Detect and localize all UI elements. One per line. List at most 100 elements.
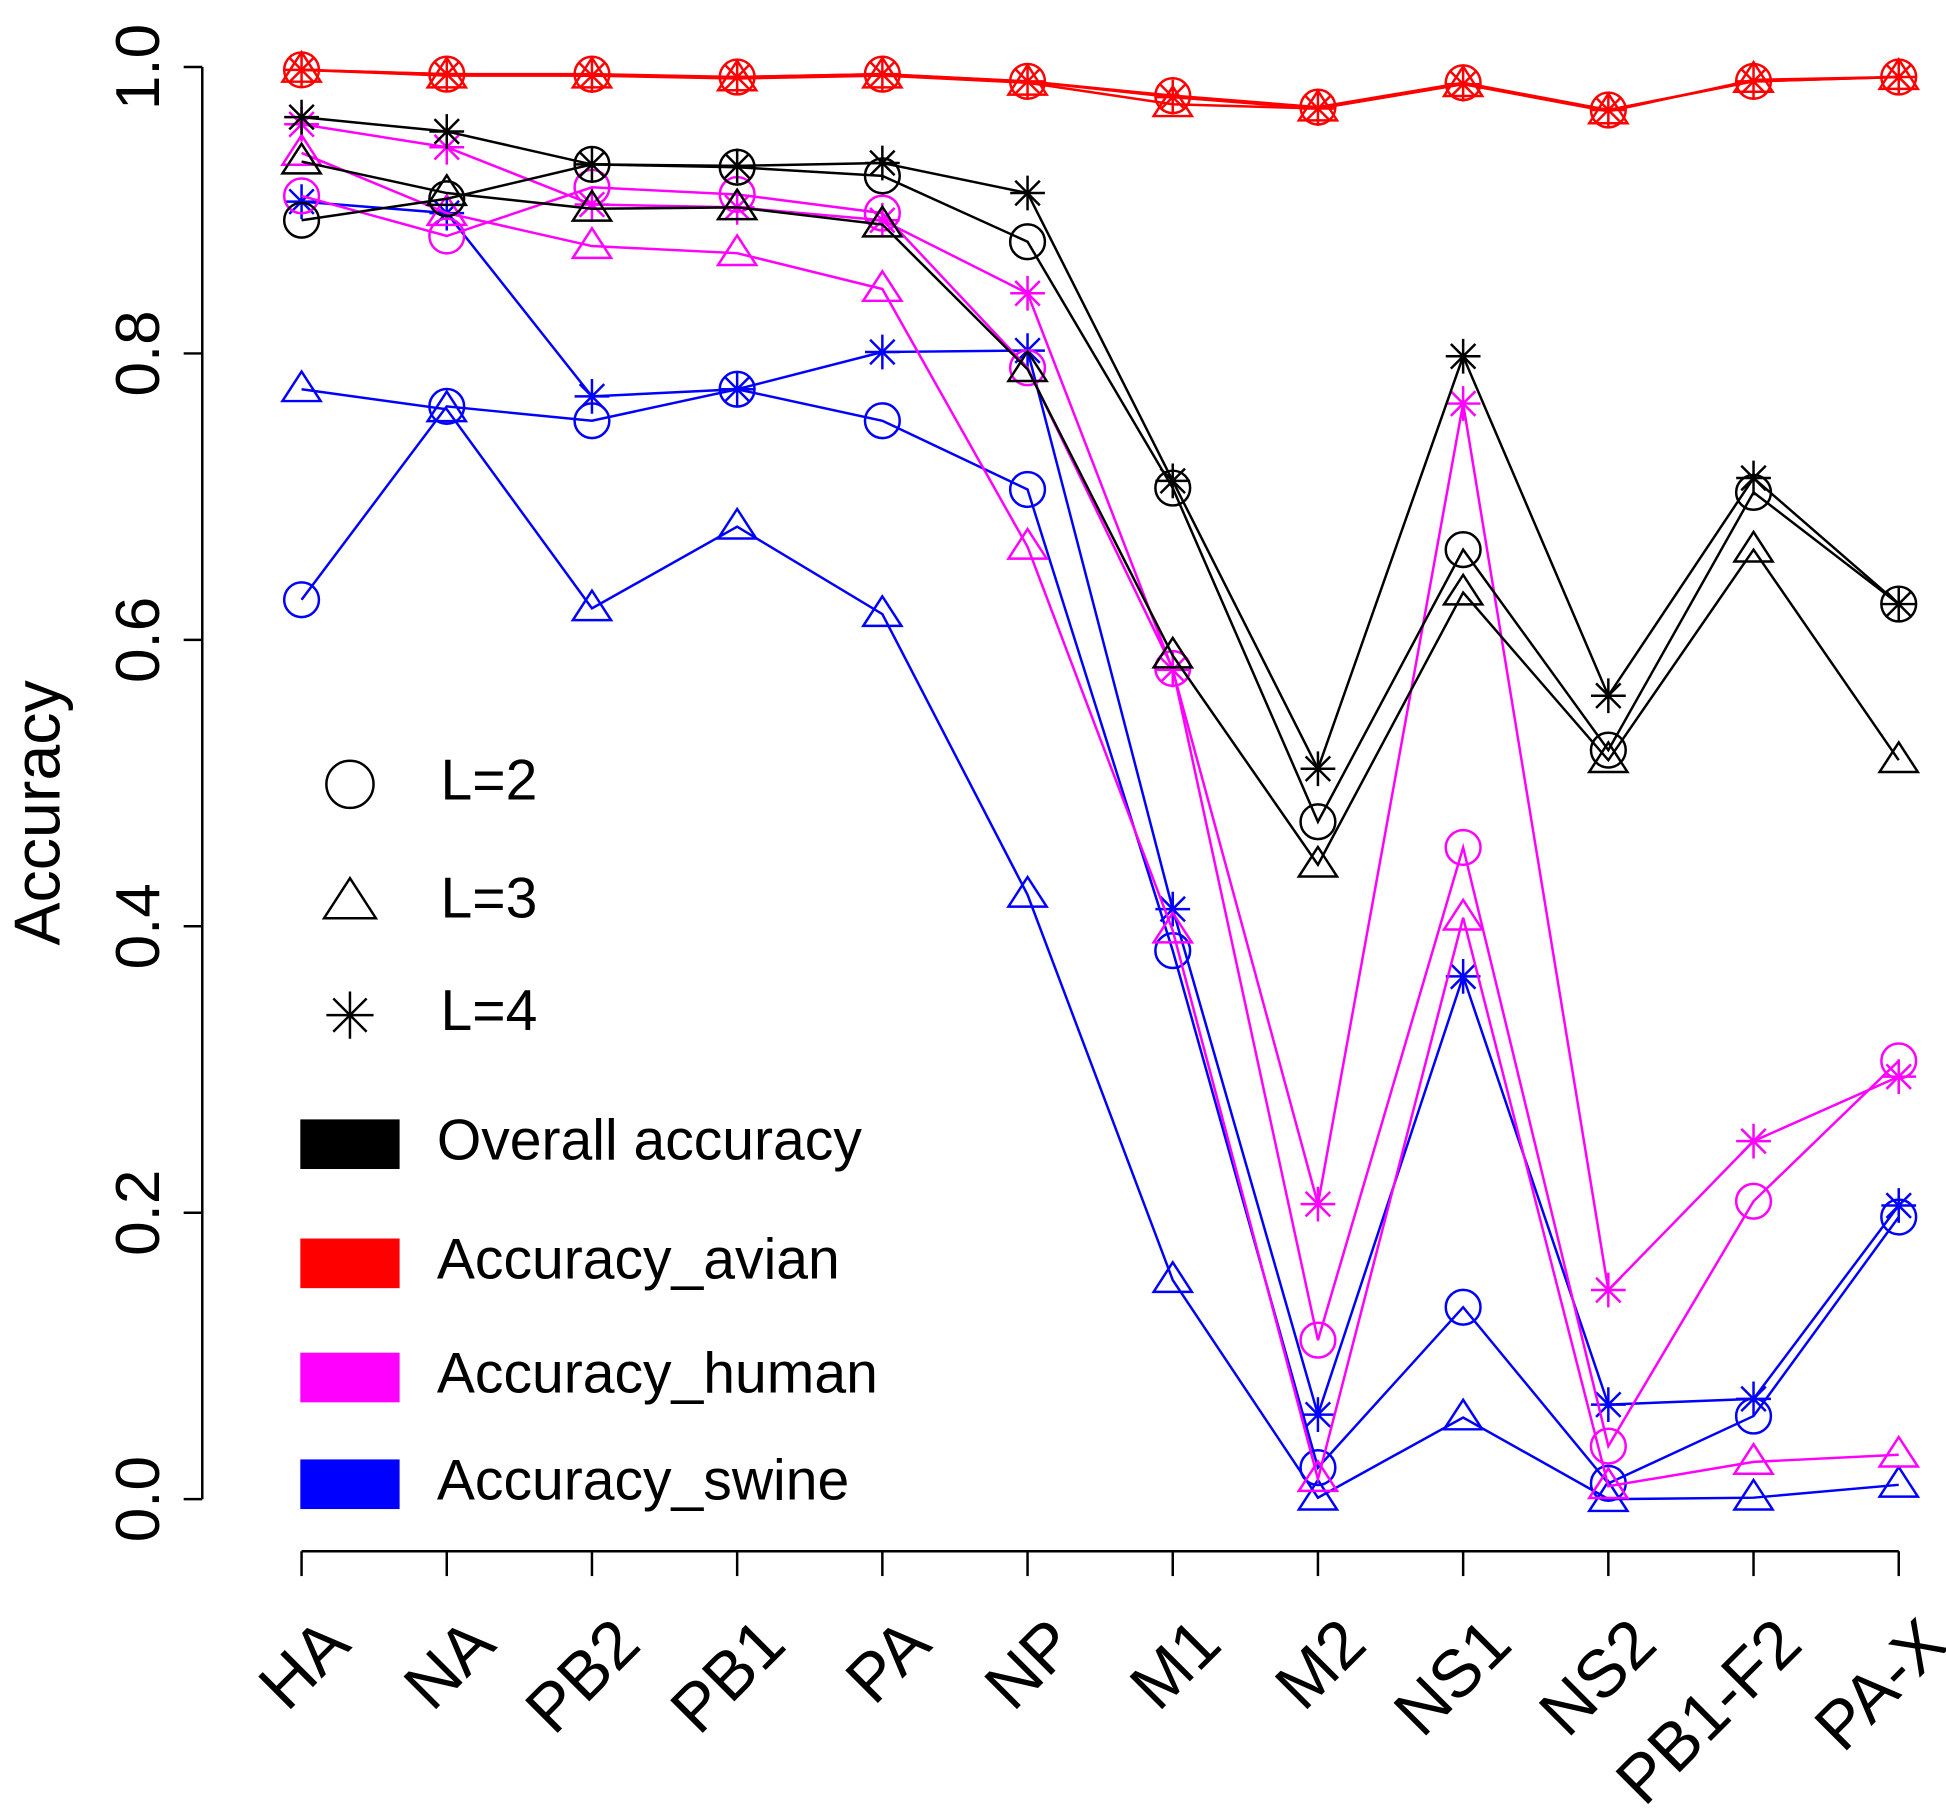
marker	[860, 594, 904, 628]
marker	[1155, 891, 1191, 927]
marker	[1006, 874, 1049, 908]
marker	[1300, 751, 1336, 787]
series-line	[301, 68, 1899, 112]
marker	[425, 193, 469, 227]
marker	[1300, 1397, 1336, 1433]
marker	[1296, 1459, 1340, 1493]
marker	[570, 588, 614, 622]
marker	[1444, 1288, 1482, 1326]
marker	[1877, 1464, 1921, 1498]
y-axis-label: Accuracy	[2, 679, 74, 945]
legend-swatch	[300, 1238, 400, 1289]
marker	[574, 58, 610, 93]
marker	[574, 187, 610, 222]
marker	[715, 233, 759, 267]
marker	[1299, 1321, 1337, 1359]
y-tick-label: 0.0	[104, 1456, 173, 1542]
legend-label: L=4	[441, 979, 538, 1043]
marker	[1296, 844, 1340, 878]
series-line	[301, 115, 1900, 772]
y-tick-label: 0.2	[104, 1170, 173, 1256]
marker	[1734, 1182, 1773, 1220]
marker	[1445, 386, 1481, 421]
marker	[574, 379, 610, 414]
series-line	[301, 163, 1900, 825]
marker	[284, 184, 319, 220]
y-tick-label: 0.6	[104, 597, 173, 683]
marker	[1586, 740, 1630, 774]
marker	[1155, 79, 1191, 115]
series-line	[301, 151, 1899, 1488]
marker	[1881, 59, 1917, 95]
x-tick-label: NA	[390, 1605, 509, 1724]
marker	[1736, 1381, 1771, 1417]
marker	[1008, 470, 1047, 509]
marker	[715, 187, 759, 221]
x-tick-label: PA-X	[1801, 1605, 1946, 1765]
marker	[1010, 275, 1045, 311]
marker	[1445, 66, 1481, 102]
marker	[1589, 731, 1627, 769]
marker	[1736, 460, 1771, 496]
marker	[864, 334, 900, 370]
marker	[1586, 1466, 1630, 1500]
series-line	[300, 387, 1900, 1485]
marker	[1732, 1477, 1775, 1511]
x-tick-label: NS1	[1380, 1605, 1525, 1750]
marker	[719, 59, 755, 95]
marker	[1444, 828, 1482, 867]
marker	[1881, 1188, 1917, 1223]
marker	[282, 177, 321, 215]
plot: Accuracy 0.00.20.40.60.81.0HA NA PB2 PB1 PA N…	[2, 24, 1946, 1808]
legend-label: Overall accuracy	[437, 1108, 863, 1172]
marker	[1736, 1123, 1771, 1159]
marker	[1300, 1186, 1336, 1222]
x-tick-label: M2	[1261, 1605, 1380, 1724]
marker	[1590, 678, 1626, 714]
marker	[1300, 91, 1336, 126]
y-tick-label: 0.8	[104, 310, 173, 396]
marker	[425, 173, 469, 207]
marker	[280, 132, 323, 166]
marker	[1010, 63, 1045, 99]
x-tick-label: PA	[832, 1605, 945, 1718]
marker	[719, 371, 755, 407]
marker	[1441, 897, 1485, 931]
marker	[282, 581, 321, 619]
marker	[570, 226, 614, 260]
marker	[570, 188, 614, 222]
marker	[1445, 338, 1481, 374]
series-line	[301, 123, 1900, 1293]
marker	[1010, 175, 1045, 211]
marker	[1877, 1434, 1921, 1468]
marker	[1732, 1441, 1775, 1475]
marker	[863, 402, 901, 440]
marker	[1155, 652, 1191, 688]
x-tick-label: M1	[1116, 1605, 1235, 1724]
marker	[280, 369, 323, 403]
marker	[1441, 1397, 1485, 1431]
marker	[1151, 910, 1195, 944]
marker	[1299, 803, 1337, 841]
marker	[1151, 84, 1195, 118]
marker	[1296, 1477, 1340, 1511]
marker	[1736, 63, 1771, 99]
marker	[1589, 1427, 1627, 1465]
marker	[1445, 959, 1481, 994]
marker	[864, 145, 900, 181]
marker	[1006, 349, 1049, 383]
x-tick-label: HA	[245, 1605, 364, 1724]
marker	[429, 114, 465, 149]
series-line	[301, 388, 1899, 1501]
y-tick-label: 0.4	[104, 883, 173, 969]
marker	[428, 180, 466, 218]
marker	[864, 56, 900, 92]
marker	[1881, 1059, 1917, 1095]
marker	[1877, 740, 1921, 774]
legend-marker	[325, 759, 375, 810]
legend-label: Accuracy_avian	[437, 1227, 840, 1291]
marker	[860, 268, 904, 303]
marker	[280, 141, 323, 175]
